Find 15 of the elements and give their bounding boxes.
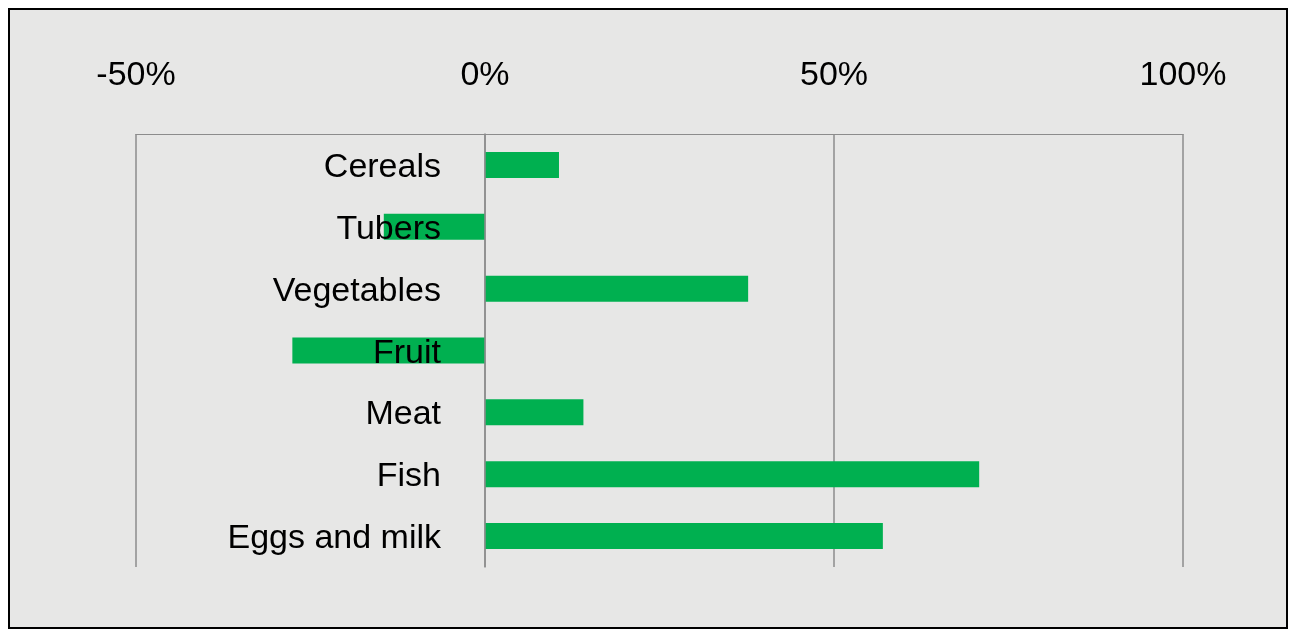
y-tick-label: Eggs and milk bbox=[227, 517, 442, 556]
y-tick-label: Fish bbox=[376, 455, 441, 494]
x-tick-label: 0% bbox=[460, 54, 510, 92]
bar bbox=[485, 275, 749, 302]
x-tick-label: 50% bbox=[799, 54, 869, 92]
bar bbox=[485, 399, 584, 426]
x-tick-label: 100% bbox=[1139, 54, 1227, 92]
bar bbox=[485, 523, 883, 550]
y-tick-label: Cereals bbox=[323, 145, 441, 184]
y-tick-label: Meat bbox=[365, 393, 442, 432]
y-tick-label: Vegetables bbox=[272, 269, 441, 308]
x-tick-label: -50% bbox=[96, 54, 176, 92]
y-tick-label: Fruit bbox=[373, 331, 442, 370]
bar bbox=[485, 151, 559, 178]
bar bbox=[485, 461, 980, 488]
